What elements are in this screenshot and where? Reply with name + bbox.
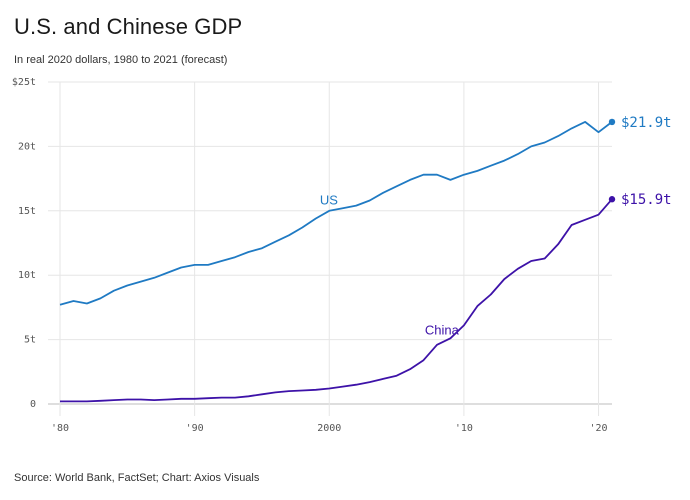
x-tick-label: 2000: [317, 423, 341, 434]
chart-subtitle: In real 2020 dollars, 1980 to 2021 (fore…: [14, 54, 228, 66]
us-series-label: US: [320, 192, 338, 207]
us-end-dot: [608, 118, 616, 126]
us-line: [59, 121, 613, 306]
y-tick-label: 10t: [18, 270, 36, 281]
x-tick-label: '80: [51, 423, 69, 434]
us-end-label: $21.9t: [621, 115, 672, 131]
grid: 0 5t 10t 15t 20t $25t '80 '90 2000 '10 '20: [12, 77, 612, 434]
china-end-dot: [608, 196, 616, 203]
x-tick-label: '20: [590, 423, 608, 434]
source-note: Source: World Bank, FactSet; Chart: Axio…: [14, 472, 260, 484]
y-tick-label: 5t: [24, 335, 36, 346]
y-tick-label: 15t: [18, 206, 36, 217]
y-tick-label: $25t: [12, 77, 36, 88]
china-series-label: China: [425, 322, 460, 337]
chart-title: U.S. and Chinese GDP: [14, 14, 243, 39]
y-tick-label: 20t: [18, 141, 36, 152]
china-end-label: $15.9t: [621, 192, 672, 208]
series-group: [59, 118, 616, 403]
y-tick-label: 0: [30, 399, 36, 410]
x-tick-label: '10: [455, 423, 473, 434]
china-line: [60, 198, 613, 403]
label-group: $21.9t US $15.9t China: [320, 115, 672, 338]
x-tick-label: '90: [186, 423, 204, 434]
